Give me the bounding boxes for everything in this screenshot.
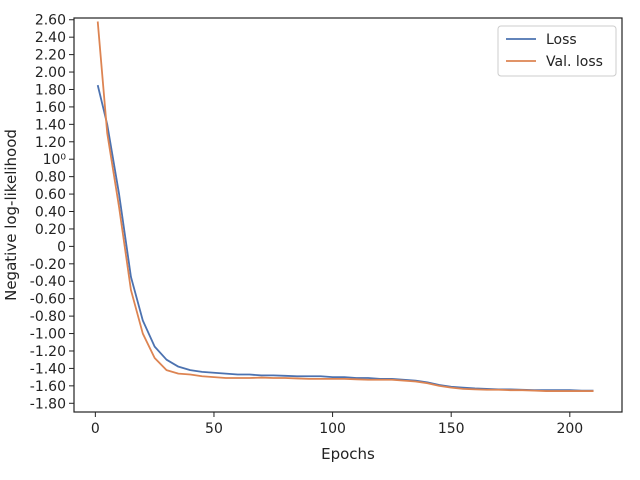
series-line-loss — [96, 84, 594, 392]
y-tick-label: 1.20 — [35, 135, 66, 151]
y-tick-label: -0.40 — [30, 274, 66, 290]
series-line-val-loss — [96, 21, 594, 392]
y-tick-label: 2.40 — [35, 30, 66, 46]
y-tick-label: -1.40 — [30, 361, 66, 377]
y-tick-label: 1.40 — [35, 117, 66, 133]
y-tick-label: -0.60 — [30, 292, 66, 308]
y-tick-label: 2.60 — [35, 13, 66, 29]
y-tick-label: -0.20 — [30, 257, 66, 273]
y-tick-label: 1.80 — [35, 82, 66, 98]
y-tick-label: 0.60 — [35, 187, 66, 203]
y-tick-label: 0.80 — [35, 170, 66, 186]
y-tick-label: 1.60 — [35, 100, 66, 116]
y-axis-label: Negative log-likelihood — [2, 129, 20, 301]
x-tick-label: 0 — [91, 421, 100, 437]
y-tick-label: -1.60 — [30, 379, 66, 395]
x-tick-label: 150 — [438, 421, 465, 437]
x-tick-label: 200 — [556, 421, 583, 437]
x-tick-label: 100 — [319, 421, 346, 437]
y-tick-label: -1.20 — [30, 344, 66, 360]
y-tick-label: 2.20 — [35, 48, 66, 64]
y-tick-label: -1.80 — [30, 396, 66, 412]
y-tick-label: 0 — [57, 239, 66, 255]
y-tick-label: 0.40 — [35, 205, 66, 221]
x-tick-label: 50 — [205, 421, 223, 437]
y-tick-label: 2.00 — [35, 65, 66, 81]
legend-label: Loss — [546, 32, 577, 48]
y-tick-label: 0.20 — [35, 222, 66, 238]
x-axis-label: Epochs — [321, 445, 375, 463]
legend-label: Val. loss — [546, 54, 603, 70]
ticks-layer: 0 50 100 150 200 -1.80-1.60 -1.40-1.20-1.00 -0.… — [30, 13, 583, 437]
y-tick-label: -1.00 — [30, 327, 66, 343]
series-layer — [96, 21, 594, 392]
plot-frame — [73, 17, 623, 413]
y-tick-label: 10⁰ — [43, 152, 67, 168]
y-tick-label: -0.80 — [30, 309, 66, 325]
legend: Loss Val. loss — [497, 25, 617, 77]
